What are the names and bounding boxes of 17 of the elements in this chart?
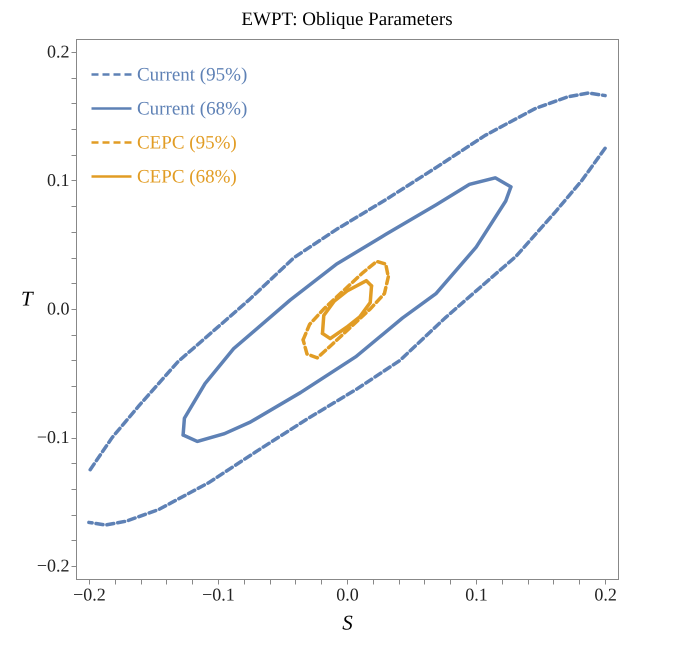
x-tick-label: 0.2 [594,584,617,604]
y-tick-label: −0.1 [36,427,70,448]
y-tick-label: −0.2 [36,556,70,576]
x-axis-title: S [342,610,354,634]
x-tick-label: 0.1 [465,584,488,604]
y-axis-title: T [21,286,34,310]
legend-label: CEPC (95%) [137,132,237,154]
legend-label: CEPC (68%) [137,166,237,188]
chart-title: EWPT: Oblique Parameters [241,9,453,30]
x-tick-label: −0.1 [202,584,235,604]
x-tick-label: −0.2 [73,584,106,604]
legend-label: Current (95%) [137,64,248,86]
y-tick-label: 0.0 [47,298,70,318]
y-tick-label: 0.1 [47,170,70,190]
legend-label: Current (68%) [137,98,248,120]
y-tick-label: 0.2 [47,41,70,62]
x-tick-label: 0.0 [336,584,359,604]
